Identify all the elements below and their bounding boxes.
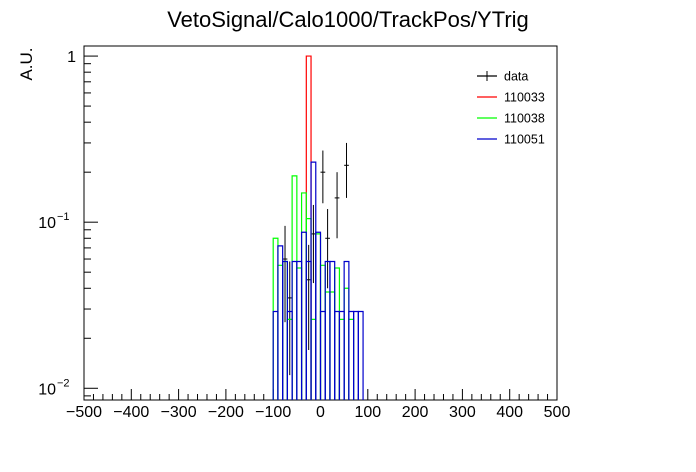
hist-bin	[300, 231, 307, 400]
x-tick-label: 300	[449, 404, 476, 421]
hist-bin	[277, 245, 284, 400]
hist-bin	[338, 318, 345, 400]
legend-label: data	[504, 70, 528, 84]
hist-bin	[272, 310, 279, 400]
y-axis: 110−110−2	[38, 49, 98, 398]
x-tick-label: 100	[354, 404, 381, 421]
legend-label: 110038	[504, 112, 545, 126]
x-tick-label: 500	[544, 404, 571, 421]
hist-bin	[329, 291, 336, 400]
hist-bin	[348, 310, 355, 400]
hist-bin	[315, 231, 322, 400]
hist-bin	[343, 287, 350, 400]
series-data	[282, 142, 349, 376]
legend: data 110033 110038 110051	[477, 70, 545, 147]
hist-bin	[348, 318, 355, 400]
x-tick-label: −500	[66, 404, 102, 421]
series-110051	[272, 161, 364, 400]
x-tick-label: −300	[161, 404, 197, 421]
y-tick-label: 10	[38, 215, 56, 232]
hist-bin	[319, 310, 326, 400]
x-tick-label: 0	[316, 404, 325, 421]
x-tick-label: −200	[208, 404, 244, 421]
x-tick-label: 400	[496, 404, 523, 421]
x-tick-label: −400	[113, 404, 149, 421]
hist-bin	[319, 264, 326, 400]
hist-bin	[272, 237, 279, 400]
x-tick-label: −100	[255, 404, 291, 421]
hist-bin	[357, 310, 364, 400]
chart-title: VetoSignal/Calo1000/TrackPos/YTrig	[167, 7, 529, 32]
hist-bin	[296, 267, 303, 400]
plot-area	[272, 55, 364, 400]
hist-bin	[334, 310, 341, 400]
hist-bin	[300, 192, 307, 400]
hist-bin	[277, 264, 284, 400]
hist-bin	[291, 260, 298, 400]
hist-bin	[315, 233, 322, 400]
hist-bin	[329, 260, 336, 400]
hist-bin	[334, 267, 341, 400]
hist-bin	[353, 310, 359, 400]
legend-label: 110051	[504, 133, 545, 147]
y-axis-label: A.U.	[17, 47, 36, 80]
x-axis: −500 −400 −300 −200 −100 0 100 200 300 400 500	[66, 389, 570, 421]
y-tick-label: 10	[38, 381, 56, 398]
hist-bin	[324, 291, 331, 400]
y-tick-exponent: −1	[57, 211, 70, 223]
y-tick-label: 1	[67, 49, 76, 66]
legend-label: 110033	[504, 91, 545, 105]
hist-bin	[343, 260, 350, 400]
hist-bin	[296, 260, 303, 400]
hist-bin	[291, 175, 298, 400]
hist-bin	[310, 318, 317, 400]
hist-bin	[338, 310, 345, 400]
y-tick-exponent: −2	[57, 377, 70, 389]
x-tick-label: 200	[402, 404, 429, 421]
